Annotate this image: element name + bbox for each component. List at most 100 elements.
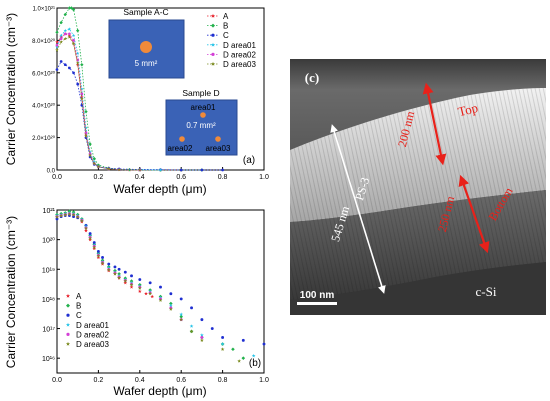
chart-a-point [92,161,97,166]
chart-b-point [84,228,88,233]
chart-a-point [84,131,88,135]
chart-b-point [220,342,225,346]
chart-a-point [221,168,224,172]
chart-a-point [75,62,80,67]
chart-b-point [84,226,88,230]
chart-a-point [59,20,63,25]
chart-b-point [210,327,214,330]
inset-sample-d-spot-1 [200,112,206,118]
chart-a-xtick-label: 1.0 [259,174,269,181]
chart-b-point [123,279,128,283]
chart-b-legend-marker [66,313,70,317]
chart-b-point [221,336,225,339]
inset-sample-d-area01: area01 [191,103,216,112]
chart-b-panel-label: (b) [249,358,261,369]
chart-b-point [129,282,134,287]
chart-b-point [55,215,59,219]
chart-a-point [59,37,63,41]
chart-a-ytick-label: 1.0×10²¹ [32,7,55,13]
chart-a-ytick-label: 8.0×10²⁰ [32,38,56,45]
chart-a-point [59,35,63,39]
chart-b-frame [56,209,265,374]
inset-sample-d-spot-2 [179,136,185,142]
chart-a-point [200,168,204,172]
inset-sample-d-area03: area03 [206,144,231,153]
chart-b-legend-marker [66,303,70,308]
chart-a-panel-label: (a) [243,155,255,166]
chart-b-point [75,215,80,219]
chart-b-point [88,232,92,236]
chart-b-point [179,312,184,317]
chart-a-point [72,71,75,75]
chart-b: 10¹⁶ 10¹⁷ 10¹⁸ 10¹⁹ 10²⁰ 10²¹ 0.0 0.2 0.4 0.6 0.8… [4,208,269,398]
chart-b-point [71,212,76,217]
chart-b-point [113,265,117,269]
chart-a-point [67,6,72,10]
chart-b-point [123,280,128,285]
chart-a-point [158,168,163,172]
chart-b-ytick-label: 10¹⁸ [42,297,55,304]
chart-b-point [88,236,92,241]
micrograph: (c) 200 nm Top 250 nm Bottom 545 nm PS-3… [290,59,546,315]
micrograph-scale-bar [297,302,337,305]
inset-sample-d-spot-area: 0.7 mm² [186,121,216,130]
chart-b-point [148,281,152,285]
chart-a-xtick-label: 0.6 [176,174,186,181]
chart-b-point [179,317,184,322]
inset-sample-d-spot-3 [215,136,221,142]
chart-b-point [92,241,96,244]
chart-b-legend-marker [66,332,70,336]
chart-b-legend-label: B [76,302,81,311]
chart-a-series-5 [55,35,142,172]
chart-b-legend-label: D area03 [76,340,109,349]
chart-a-point [68,32,71,36]
chart-b-legend-label: D area01 [76,321,109,330]
chart-b-xtick-label: 0.4 [135,377,145,384]
chart-b-point [241,338,245,342]
chart-b-point [200,336,204,339]
chart-b-point [148,289,153,293]
chart-a-point [80,92,84,96]
chart-b-point [106,267,111,272]
chart-b-xtick-label: 0.0 [52,377,62,384]
chart-a-point [106,167,111,171]
micrograph-layer-label: PS-3 [352,176,372,202]
chart-a-xlabel: Wafer depth (μm) [113,182,206,196]
chart-b-point [138,278,142,281]
chart-b-point [158,298,163,302]
chart-a-point [59,33,63,38]
inset-sample-d-area02: area02 [168,144,193,153]
chart-b-point [169,301,173,306]
chart-b-point [231,347,235,352]
chart-a: 0.0 2.0×10²⁰ 4.0×10²⁰ 6.0×10²⁰ 8.0×10²⁰ 1.0×1… [4,6,269,196]
chart-b-point [59,213,64,218]
chart-b-point [251,353,256,358]
chart-a-point [92,156,96,161]
chart-a-point [75,61,80,65]
chart-b-point [84,224,88,228]
chart-b-point [220,347,225,351]
chart-a-point [80,63,84,67]
chart-b-point [123,270,127,274]
chart-b-point [144,291,148,296]
chart-b-ytick-label: 10¹⁷ [42,327,55,334]
chart-b-point [117,275,121,280]
chart-b-point [189,329,194,334]
chart-a-point [179,168,183,172]
chart-b-point [190,306,193,310]
chart-a-point [71,41,76,46]
chart-a-ytick-label: 0.0 [47,169,56,175]
chart-b-point [117,267,121,271]
inset-sample-ac: Sample A-C 5 mm² [108,7,185,79]
micrograph-panel-label: (c) [305,70,319,85]
chart-a-point [55,45,59,49]
inset-sample-d-title: Sample D [182,88,219,98]
chart-b-point [200,318,204,322]
chart-a-point [55,30,59,34]
chart-b-point [179,297,183,301]
chart-a-legend-marker [210,42,216,47]
chart-a-ylabel: Carrier Concentration (cm⁻³) [4,13,18,165]
chart-a-point [67,27,72,31]
